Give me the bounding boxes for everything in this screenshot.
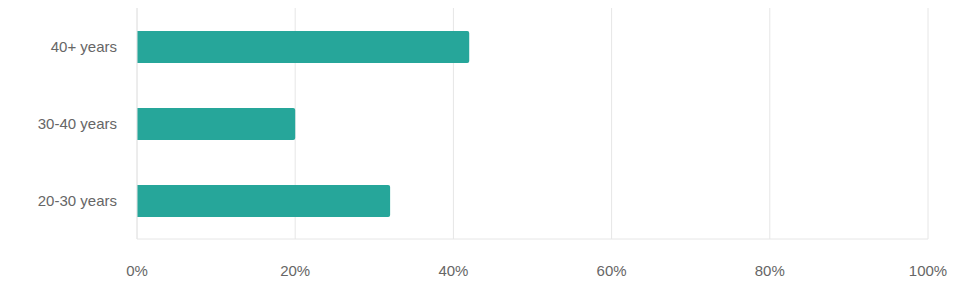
svg-text:30-40 years: 30-40 years [38,115,117,132]
svg-text:20%: 20% [280,262,310,279]
svg-text:40%: 40% [438,262,468,279]
svg-text:100%: 100% [909,262,947,279]
svg-text:20-30 years: 20-30 years [38,192,117,209]
svg-text:80%: 80% [755,262,785,279]
svg-text:0%: 0% [126,262,148,279]
svg-text:60%: 60% [597,262,627,279]
svg-text:40+ years: 40+ years [51,38,117,55]
